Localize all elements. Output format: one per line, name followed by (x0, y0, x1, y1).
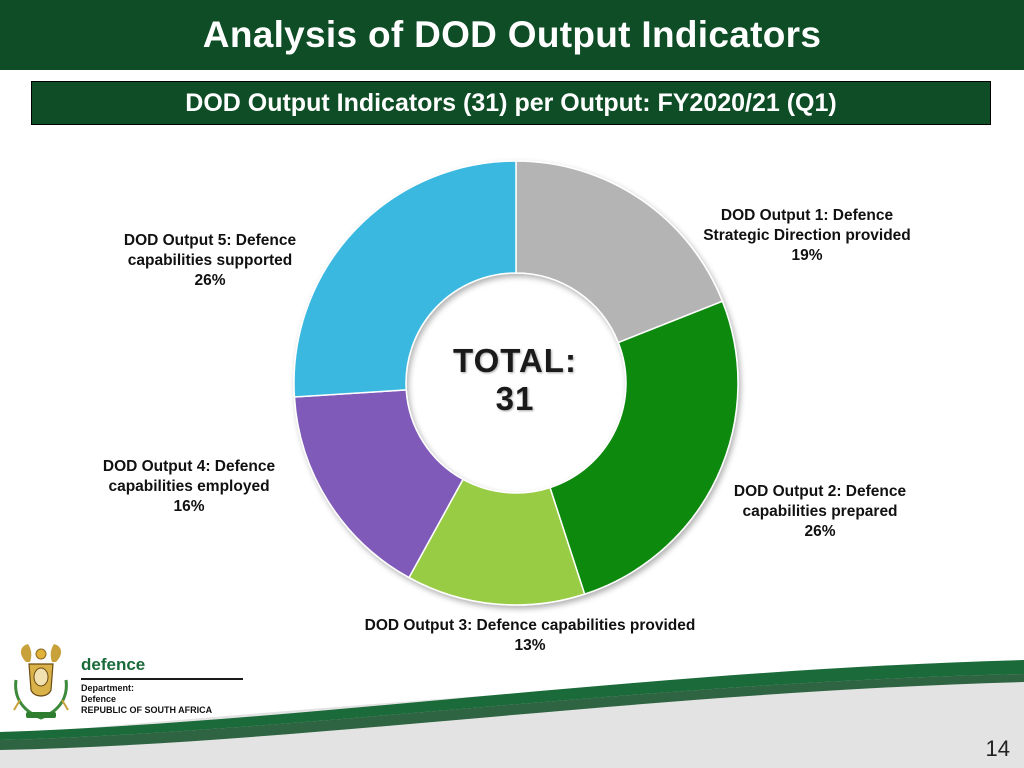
chart-subtitle: DOD Output Indicators (31) per Output: F… (185, 88, 837, 117)
donut-slice-output-5 (293, 160, 517, 398)
donut-slice-output-4 (293, 389, 465, 579)
slice-label-name: Strategic Direction provided (703, 227, 911, 244)
title-bar: Analysis of DOD Output Indicators (0, 0, 1024, 70)
coat-of-arms-icon (13, 644, 69, 720)
slice-label-name: capabilities supported (127, 252, 293, 269)
country-name: REPUBLIC OF SOUTH AFRICA (81, 705, 213, 715)
slice-label-name: DOD Output 1: Defence (720, 207, 894, 224)
donut-slice-output-1 (515, 160, 724, 344)
department-rule (81, 678, 243, 680)
donut-slice-output-2 (549, 300, 739, 596)
page-title: Analysis of DOD Output Indicators (202, 14, 822, 55)
slice-label-output-3: DOD Output 3: Defence capabilities provi… (330, 616, 730, 656)
department-name: Defence (81, 694, 117, 704)
slice-label-name: capabilities prepared (742, 503, 898, 520)
slice-label-output-5: DOD Output 5: Defence capabilities suppo… (95, 231, 325, 291)
slice-label-name: DOD Output 2: Defence (733, 483, 907, 500)
footer-swoosh (0, 660, 1024, 768)
slice-label-percent: 16% (173, 498, 205, 515)
department-wordmark: defence (81, 655, 146, 674)
slice-label-percent: 26% (804, 523, 836, 540)
footer-green-swoosh (0, 660, 1024, 740)
center-total: TOTAL: 31 (430, 342, 600, 418)
coat-of-arms-logo (13, 644, 69, 720)
slice-label-percent: 26% (194, 272, 226, 289)
page-number: 14 (985, 736, 1010, 761)
slice-label-percent: 19% (791, 247, 823, 264)
subtitle-bar: DOD Output Indicators (31) per Output: F… (31, 81, 991, 125)
center-total-value: 31 (495, 380, 535, 417)
slice-label-output-2: DOD Output 2: Defence capabilities prepa… (700, 482, 940, 542)
slice-label-percent: 13% (514, 637, 546, 654)
footer-dark-swoosh (0, 674, 1024, 750)
slice-label-name: DOD Output 5: Defence (123, 232, 297, 249)
slice-label-output-1: DOD Output 1: Defence Strategic Directio… (672, 206, 942, 266)
slice-label-output-4: DOD Output 4: Defence capabilities emplo… (74, 457, 304, 517)
center-total-label: TOTAL: (453, 342, 577, 379)
slice-label-name: capabilities employed (108, 478, 270, 495)
slice-label-name: DOD Output 3: Defence capabilities provi… (364, 617, 696, 634)
slice-label-name: DOD Output 4: Defence (102, 458, 276, 475)
department-label: Department: (81, 683, 135, 693)
